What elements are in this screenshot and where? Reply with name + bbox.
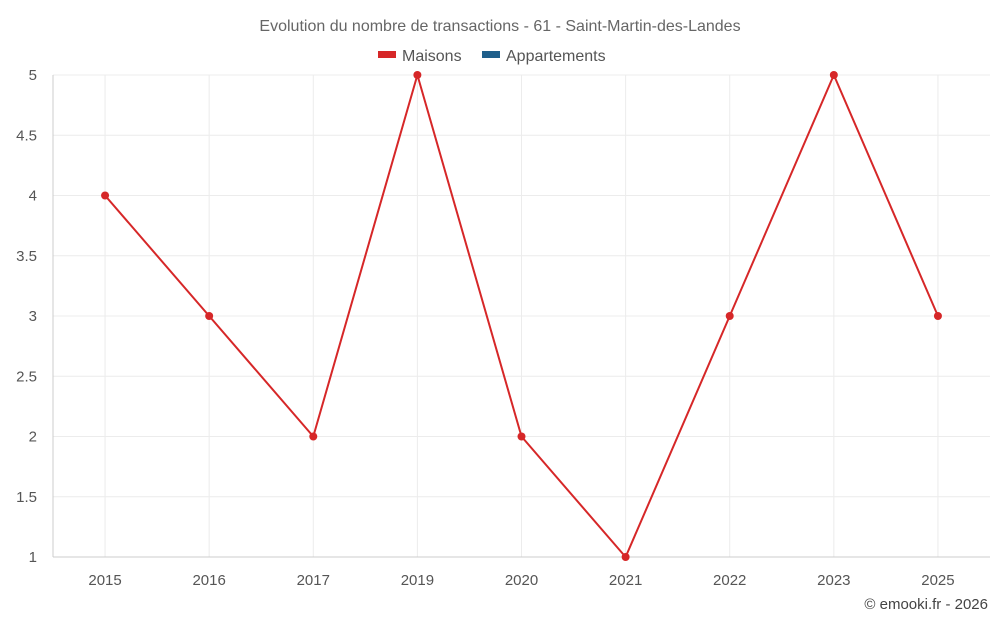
series-maisons (101, 71, 942, 561)
data-point[interactable] (725, 312, 734, 320)
data-point[interactable] (829, 71, 838, 79)
x-tick-label: 2017 (297, 572, 330, 589)
x-tick-label: 2020 (505, 572, 538, 589)
axes (52, 75, 990, 558)
x-tick-label: 2025 (921, 572, 954, 589)
data-point[interactable] (517, 432, 526, 441)
x-tick-label: 2019 (401, 572, 434, 589)
x-tick-label: 2016 (192, 572, 225, 589)
y-tick-label: 3.5 (16, 248, 37, 265)
chart-title: Evolution du nombre de transactions - 61… (259, 18, 740, 35)
y-tick-label: 2.5 (16, 368, 37, 385)
legend: Maisons Appartements (378, 48, 606, 65)
data-point[interactable] (933, 312, 942, 320)
legend-label-appartements[interactable]: Appartements (506, 48, 606, 65)
y-tick-label: 1.5 (16, 489, 37, 506)
y-tick-label: 3 (29, 308, 37, 325)
x-tick-label: 2023 (817, 572, 850, 589)
x-tick-label: 2015 (88, 572, 121, 589)
y-tick-label: 4 (29, 188, 37, 205)
legend-label-maisons[interactable]: Maisons (402, 48, 462, 65)
x-tick-label: 2022 (713, 572, 746, 589)
grid (53, 74, 990, 557)
credit-text: © emooki.fr - 2026 (864, 596, 988, 613)
data-point[interactable] (309, 432, 318, 441)
data-point[interactable] (413, 71, 422, 79)
x-tick-label: 2021 (609, 572, 642, 589)
legend-swatch-maisons (378, 51, 396, 58)
data-point[interactable] (205, 312, 214, 320)
legend-swatch-appartements (482, 51, 500, 58)
y-tick-label: 1 (29, 549, 37, 566)
y-tick-label: 2 (29, 429, 37, 446)
data-point[interactable] (101, 191, 110, 200)
y-tick-labels: 1 1.5 2 2.5 3 3.5 4 4.5 5 (16, 67, 37, 566)
y-tick-label: 4.5 (16, 127, 37, 144)
data-point[interactable] (621, 553, 630, 561)
x-tick-labels: 2015 2016 2017 2019 2020 2021 2022 2023 2025 (88, 572, 954, 589)
y-tick-label: 5 (29, 67, 37, 84)
